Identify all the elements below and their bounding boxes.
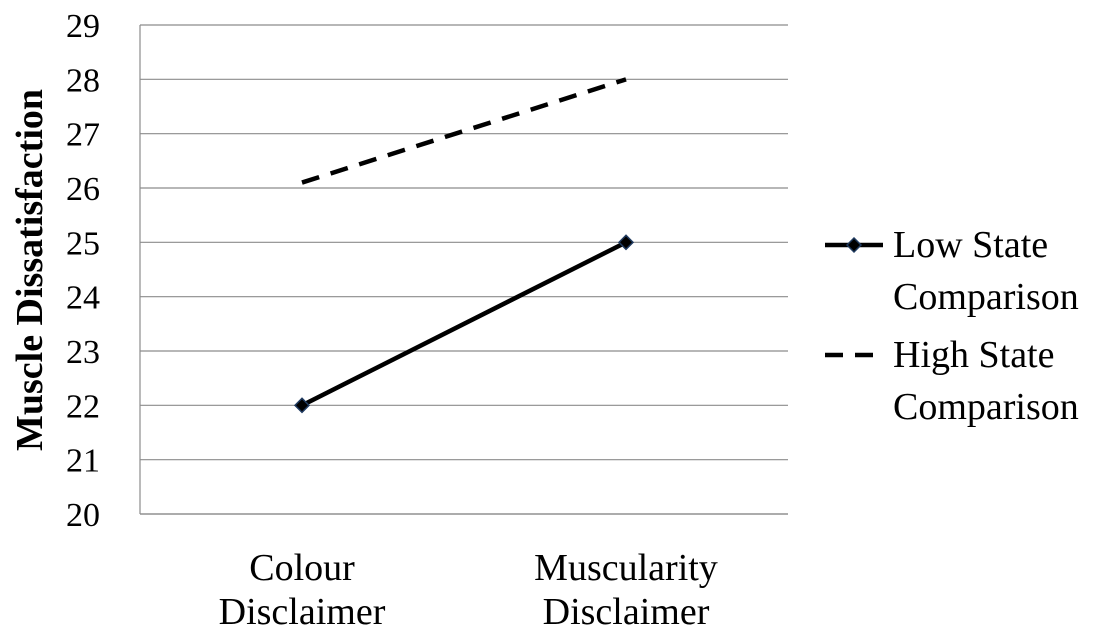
x-category-label: Colour Disclaimer	[219, 547, 386, 633]
y-tick-label: 28	[66, 62, 100, 99]
series-line-low-state	[300, 240, 628, 408]
y-tick-label: 23	[66, 334, 100, 371]
y-tick-label: 22	[66, 388, 100, 425]
y-tick-label: 25	[66, 225, 100, 262]
y-tick-label: 29	[66, 8, 100, 45]
legend-label: High State Comparison	[893, 334, 1079, 428]
series-lines	[300, 77, 628, 408]
series-markers	[293, 234, 635, 414]
x-category-label: Muscularity Disclaimer	[534, 547, 718, 633]
legend: Low State Comparison High State Comparison	[825, 224, 1079, 428]
legend-label: Low State Comparison	[893, 224, 1079, 318]
y-tick-label: 24	[66, 280, 100, 317]
y-tick-label: 27	[66, 117, 100, 154]
x-category-labels: Colour Disclaimer Muscularity Disclaimer	[219, 547, 718, 633]
y-tick-label: 20	[66, 497, 100, 534]
y-tick-labels: 20 21 22 23 24 25 26 27 28 29	[66, 8, 100, 534]
y-tick-label: 21	[66, 443, 100, 480]
legend-marker	[845, 236, 863, 254]
data-point-marker	[617, 234, 635, 251]
gridlines	[140, 24, 788, 515]
y-tick-label: 26	[66, 171, 100, 208]
data-point-marker	[293, 397, 311, 414]
axes	[139, 25, 788, 515]
series-line-high-state	[301, 77, 627, 185]
y-axis-label: Muscle Dissatisfaction	[9, 89, 51, 451]
